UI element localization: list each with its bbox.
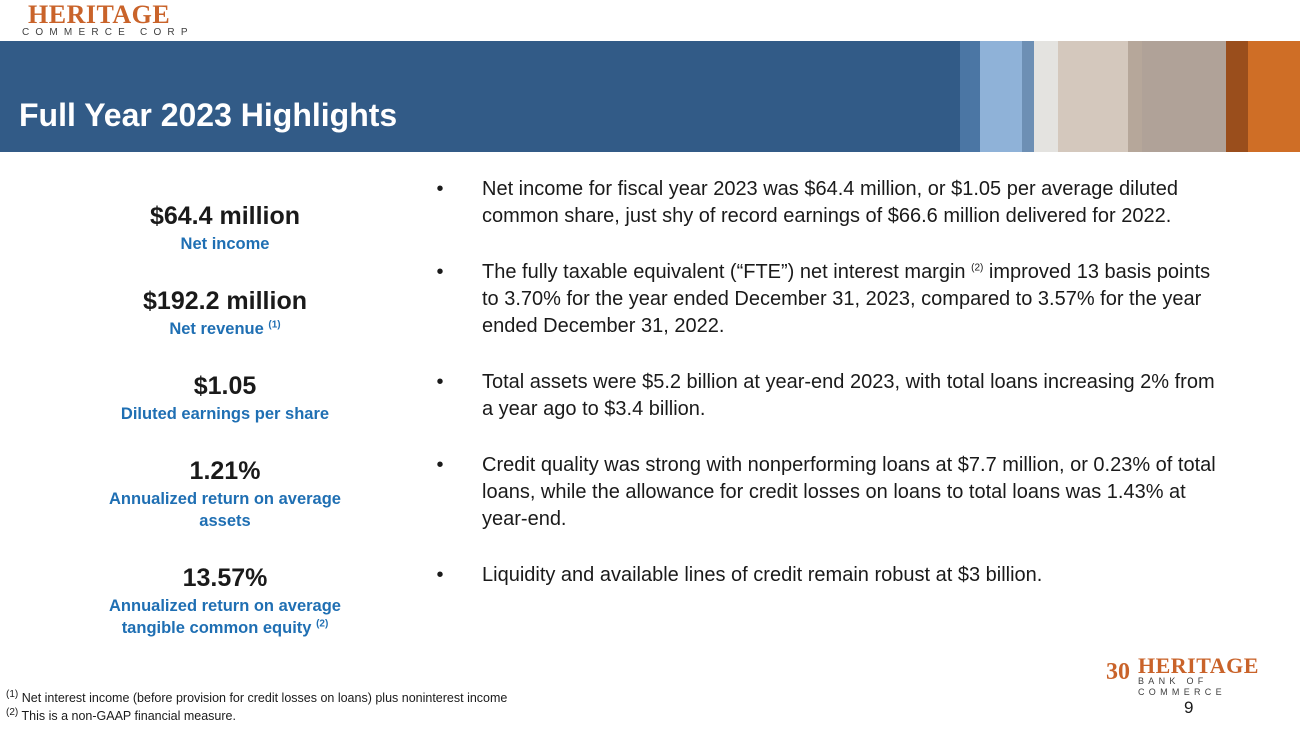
list-item: • Credit quality was strong with nonperf… xyxy=(430,452,1220,533)
decorative-stripe xyxy=(1058,41,1128,152)
logo-sub-text: BANK OF COMMERCE xyxy=(1138,676,1226,697)
company-logo-bottom: 30 HERITAGE BANK OF COMMERCE xyxy=(1102,653,1286,697)
bullet-icon: • xyxy=(436,261,444,283)
logo-sub-text: COMMERCE CORP xyxy=(22,27,194,38)
footnotes: (1) Net interest income (before provisio… xyxy=(6,689,507,725)
company-logo-top: HERITAGE COMMERCE CORP xyxy=(22,0,194,39)
decorative-stripe xyxy=(1226,41,1248,152)
bullet-icon: • xyxy=(436,371,444,393)
metric-label: Net income xyxy=(180,235,270,253)
page-number: 9 xyxy=(1184,698,1194,717)
highlights-list: • Net income for fiscal year 2023 was $6… xyxy=(430,176,1220,618)
metric-net-revenue: $192.2 million Net revenue (1) xyxy=(60,286,390,340)
footnote-marker: (2) xyxy=(316,618,329,630)
metric-diluted-eps: $1.05 Diluted earnings per share xyxy=(60,371,390,425)
list-item: • The fully taxable equivalent (“FTE”) n… xyxy=(430,259,1220,340)
metric-value: 13.57% xyxy=(182,564,268,592)
metric-value: $64.4 million xyxy=(149,202,301,230)
list-item: • Liquidity and available lines of credi… xyxy=(430,562,1220,589)
footnote-marker: (1) xyxy=(268,319,281,331)
title-banner: Full Year 2023 Highlights xyxy=(0,41,1300,152)
footnote-2: (2) This is a non-GAAP financial measure… xyxy=(6,706,236,723)
metric-value: 1.21% xyxy=(189,457,261,485)
bullet-text: Total assets were $5.2 billion at year-e… xyxy=(482,371,1215,420)
metric-label: Annualized return on average assets xyxy=(109,490,341,530)
logo-brand-text: HERITAGE xyxy=(28,0,171,29)
page-title: Full Year 2023 Highlights xyxy=(19,97,398,133)
decorative-stripe xyxy=(1022,41,1034,152)
bullet-text: Credit quality was strong with nonperfor… xyxy=(482,454,1216,530)
decorative-stripe xyxy=(1128,41,1142,152)
anniversary-badge-icon: 30 xyxy=(1102,655,1134,685)
decorative-stripe xyxy=(1248,41,1300,152)
list-item: • Total assets were $5.2 billion at year… xyxy=(430,369,1220,423)
bullet-text: improved 13 basis points to 3.70% for th… xyxy=(482,261,1211,337)
bullet-text: Liquidity and available lines of credit … xyxy=(482,564,1043,586)
metric-label: Diluted earnings per share xyxy=(120,405,330,423)
metric-label: Annualized return on average tangible co… xyxy=(109,597,341,637)
decorative-stripe xyxy=(980,41,1022,152)
bullet-icon: • xyxy=(436,178,444,200)
metric-return-on-assets: 1.21% Annualized return on average asset… xyxy=(60,456,390,532)
footnote-1: (1) Net interest income (before provisio… xyxy=(6,688,508,705)
decorative-stripe xyxy=(1034,41,1058,152)
bullet-text: Net income for fiscal year 2023 was $64.… xyxy=(482,178,1178,227)
metric-net-income: $64.4 million Net income xyxy=(60,201,390,255)
metric-value: $192.2 million xyxy=(143,287,307,315)
decorative-stripe xyxy=(960,41,980,152)
metric-value: $1.05 xyxy=(193,372,257,400)
badge-number: 30 xyxy=(1106,659,1130,685)
decorative-stripe xyxy=(1142,41,1226,152)
list-item: • Net income for fiscal year 2023 was $6… xyxy=(430,176,1220,230)
logo-brand-text: HERITAGE xyxy=(1138,653,1259,678)
bullet-icon: • xyxy=(436,454,444,476)
bullet-icon: • xyxy=(436,564,444,586)
bullet-text: The fully taxable equivalent (“FTE”) net… xyxy=(482,261,966,283)
metric-return-on-tangible-equity: 13.57% Annualized return on average tang… xyxy=(60,563,390,639)
footnote-marker: (2) xyxy=(971,262,984,274)
metric-label: Net revenue (1) xyxy=(169,319,281,338)
